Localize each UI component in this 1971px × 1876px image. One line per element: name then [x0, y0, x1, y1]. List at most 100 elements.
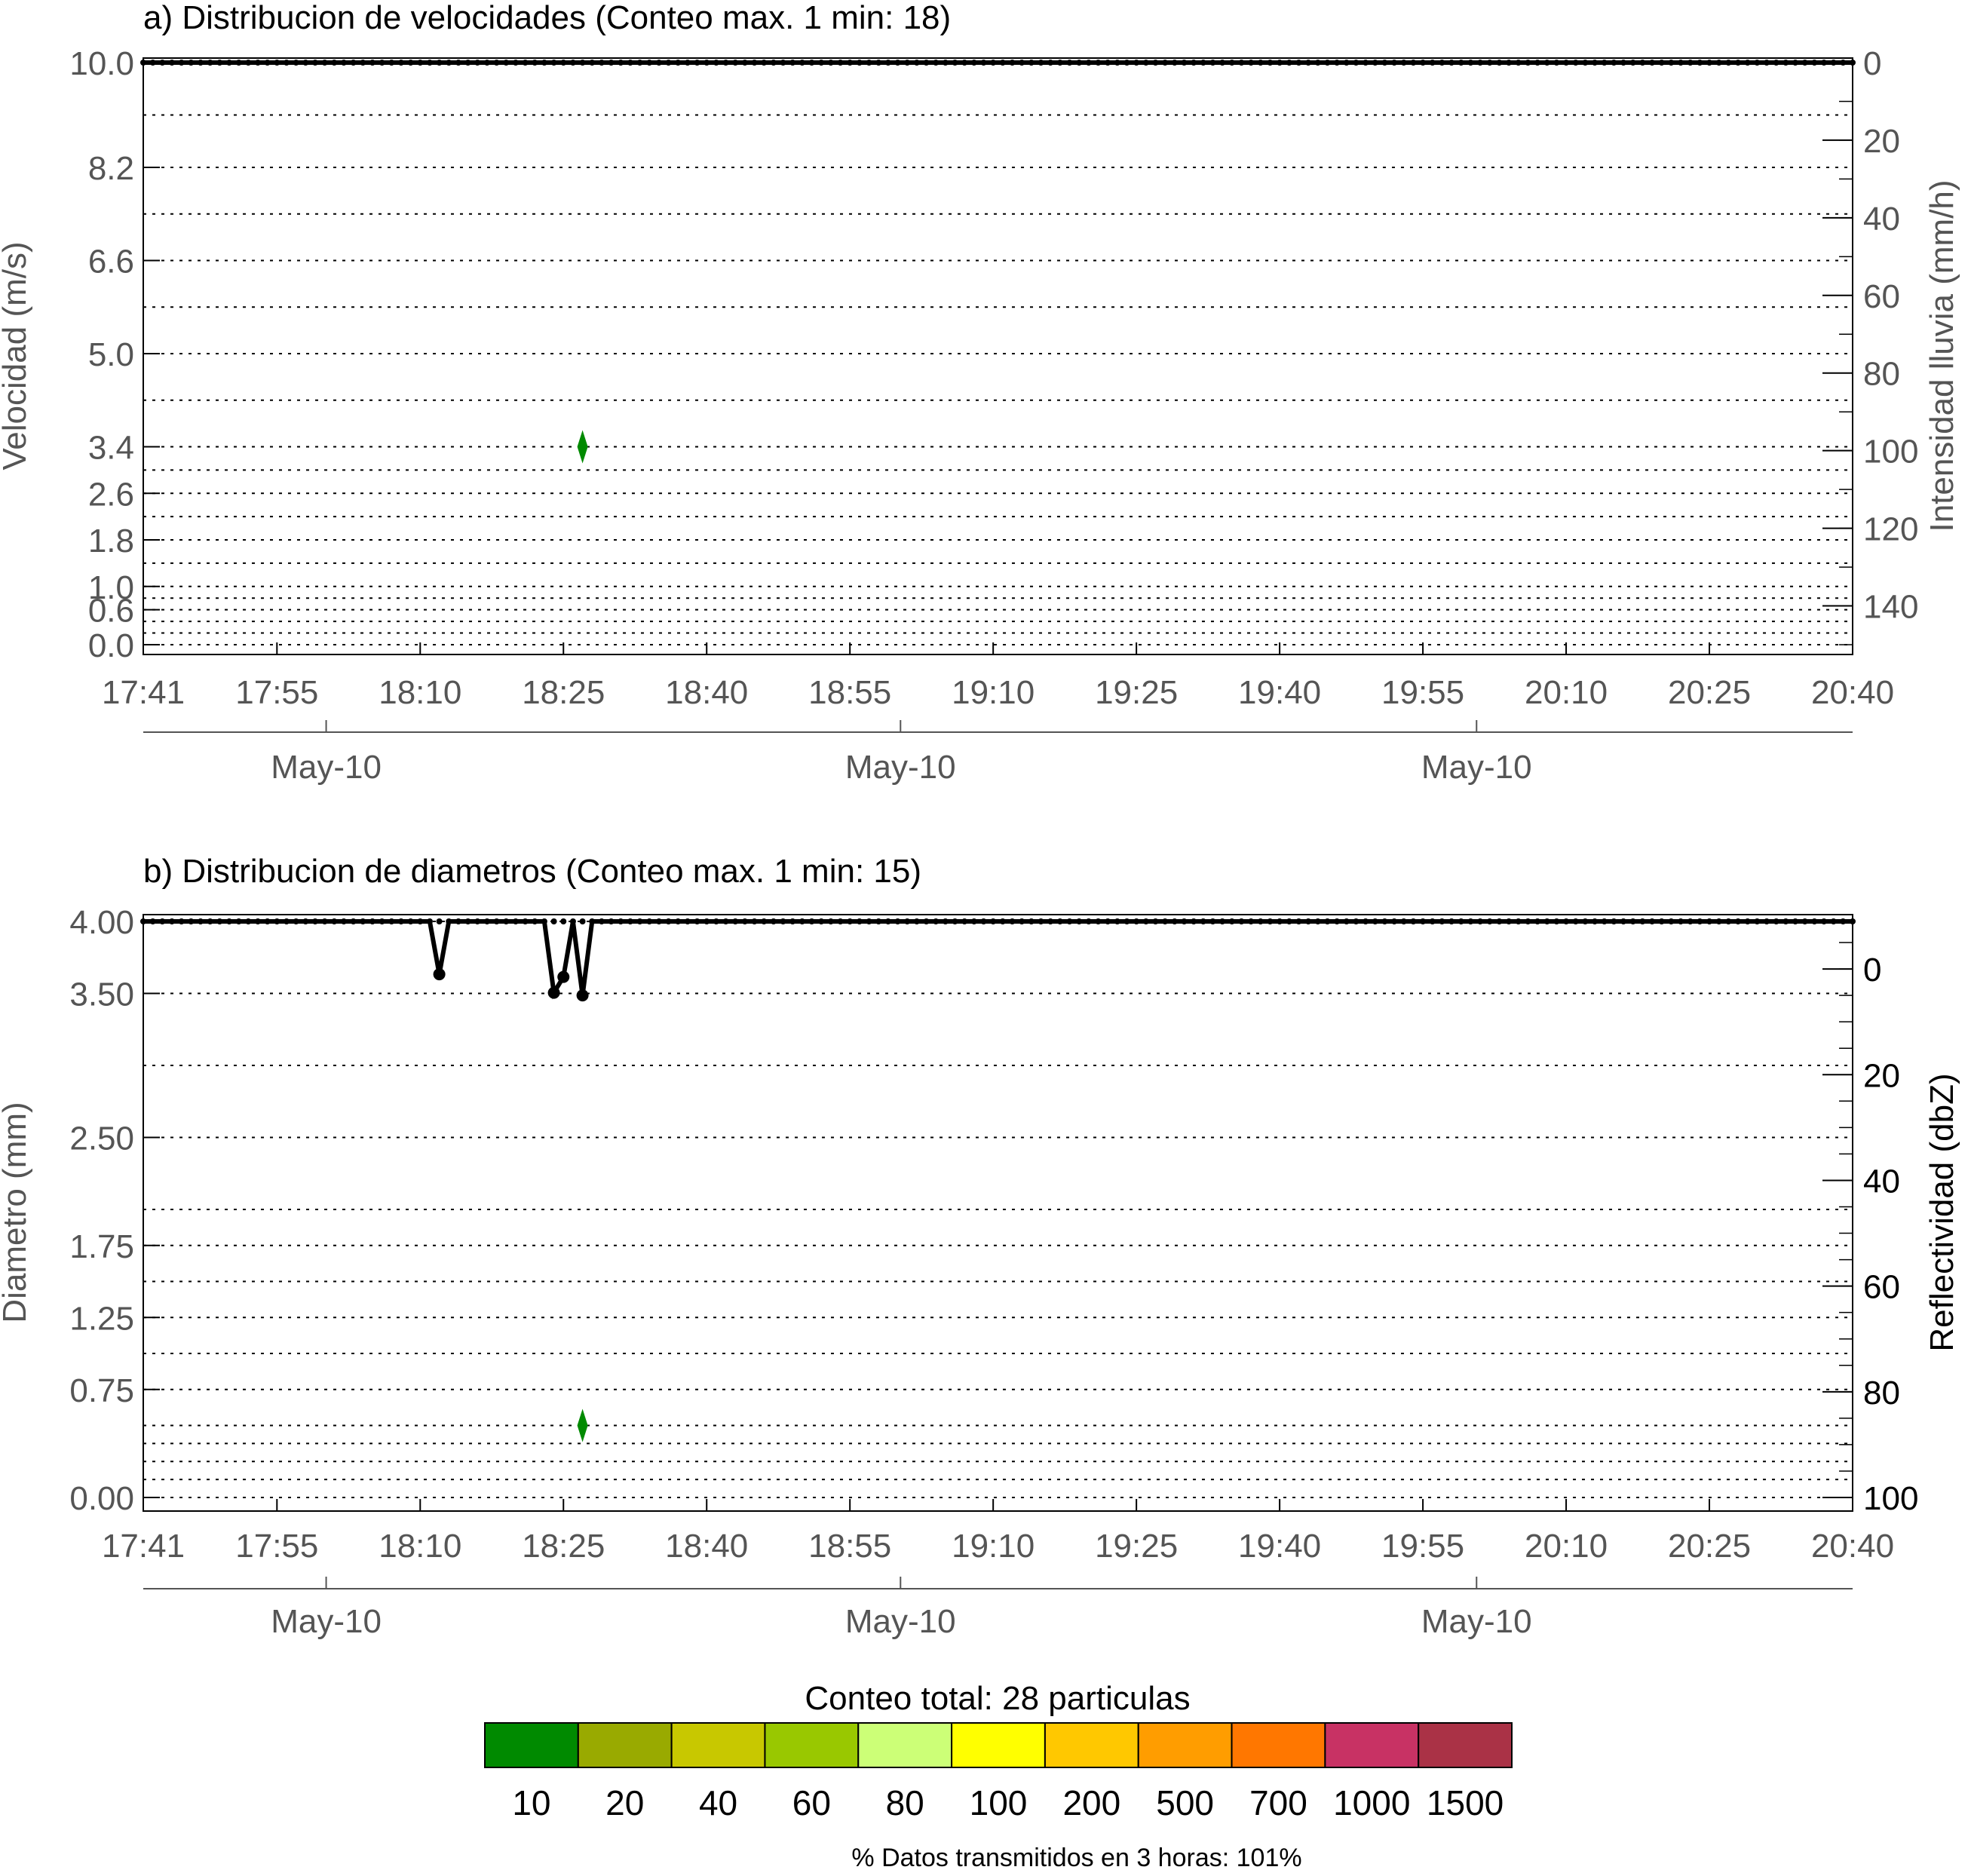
series-marker — [1744, 60, 1751, 66]
series-marker — [789, 60, 796, 66]
panel-b-y-label: Diametro (mm) — [0, 1102, 33, 1323]
series-marker — [818, 60, 825, 66]
legend-color-boxes: 10 20 40 60 80 100 200 500 700 1000 1500 — [484, 1722, 1513, 1822]
series-marker — [1209, 60, 1216, 66]
y2-tick-label: 20 — [1863, 123, 1900, 160]
series-marker — [770, 918, 777, 924]
series-marker — [1572, 60, 1579, 66]
series-marker — [159, 918, 166, 924]
panel-a-gridlines — [143, 62, 1853, 645]
series-marker — [1038, 60, 1044, 66]
series-marker — [961, 918, 968, 924]
series-marker — [1152, 60, 1159, 66]
series-marker — [1363, 60, 1369, 66]
series-marker — [818, 918, 825, 924]
legend-label: 10 — [512, 1783, 550, 1822]
series-marker — [1066, 918, 1073, 924]
series-marker — [1725, 60, 1732, 66]
series-marker — [1782, 918, 1789, 924]
series-marker — [293, 918, 299, 924]
series-marker — [856, 60, 863, 66]
x-tick-label: 20:25 — [1668, 674, 1751, 711]
series-point — [576, 989, 589, 1002]
date-label: May-10 — [271, 749, 382, 786]
series-marker — [751, 60, 758, 66]
series-marker — [1611, 60, 1617, 66]
series-marker — [1038, 918, 1044, 924]
series-marker — [245, 60, 252, 66]
series-marker — [866, 60, 872, 66]
series-marker — [264, 918, 271, 924]
series-marker — [1639, 918, 1646, 924]
series-marker — [923, 918, 930, 924]
series-marker — [293, 60, 299, 66]
series-marker — [1467, 918, 1474, 924]
series-marker — [388, 918, 395, 924]
x-tick-label: 17:55 — [235, 1528, 318, 1565]
series-marker — [1496, 918, 1503, 924]
series-marker — [1601, 60, 1608, 66]
series-marker — [1620, 60, 1627, 66]
series-marker — [808, 918, 815, 924]
series-marker — [1248, 918, 1255, 924]
series-marker — [1811, 60, 1818, 66]
series-marker — [1668, 918, 1675, 924]
series-marker — [999, 60, 1006, 66]
series-marker — [503, 60, 510, 66]
series-marker — [1047, 60, 1054, 66]
footer-note: % Datos transmitidos en 3 horas: 101% — [851, 1844, 1301, 1872]
series-marker — [1792, 918, 1799, 924]
series-marker — [1381, 60, 1388, 66]
series-marker — [847, 60, 854, 66]
series-marker — [264, 60, 271, 66]
series-marker — [1286, 918, 1292, 924]
series-marker — [436, 60, 443, 66]
series-marker — [1678, 60, 1684, 66]
series-marker — [1076, 60, 1083, 66]
series-marker — [1162, 918, 1169, 924]
x-tick-label: 19:55 — [1381, 1528, 1464, 1565]
panel-b-y-axis: 0.00 0.75 1.25 1.75 2.50 3.50 4.00 — [69, 904, 160, 1517]
series-marker — [1400, 918, 1407, 924]
series-marker — [197, 60, 204, 66]
series-marker — [608, 918, 615, 924]
series-marker — [1314, 60, 1321, 66]
y-tick-label: 0.00 — [69, 1480, 134, 1517]
y2-tick-label: 80 — [1863, 1375, 1900, 1412]
series-marker — [1324, 918, 1331, 924]
series-marker — [636, 918, 643, 924]
series-marker — [655, 60, 662, 66]
series-marker — [1773, 60, 1779, 66]
panel-b-series — [140, 918, 1856, 1442]
series-marker — [1687, 60, 1694, 66]
series-marker — [904, 60, 911, 66]
series-marker — [1429, 918, 1436, 924]
series-marker — [550, 918, 557, 924]
legend-swatch — [1044, 1722, 1139, 1768]
series-marker — [321, 918, 328, 924]
series-marker — [464, 60, 471, 66]
series-marker — [512, 918, 519, 924]
series-marker — [665, 60, 672, 66]
series-marker — [942, 60, 949, 66]
x-tick-label: 19:10 — [952, 1528, 1035, 1565]
x-tick-label: 18:25 — [522, 1528, 605, 1565]
series-marker — [1477, 60, 1484, 66]
series-marker — [694, 60, 700, 66]
series-marker — [340, 60, 347, 66]
series-marker — [159, 60, 166, 66]
series-marker — [1085, 60, 1092, 66]
series-marker — [1467, 60, 1474, 66]
series-point — [433, 968, 446, 981]
series-marker — [1410, 918, 1417, 924]
series-marker — [1572, 918, 1579, 924]
series-marker — [550, 60, 557, 66]
series-marker — [1066, 60, 1073, 66]
x-tick-label: 19:55 — [1381, 674, 1464, 711]
series-marker — [1629, 918, 1636, 924]
x-tick-label: 19:40 — [1238, 1528, 1321, 1565]
date-label: May-10 — [845, 749, 956, 786]
series-marker — [1009, 918, 1016, 924]
series-marker — [569, 60, 576, 66]
series-marker — [446, 60, 452, 66]
